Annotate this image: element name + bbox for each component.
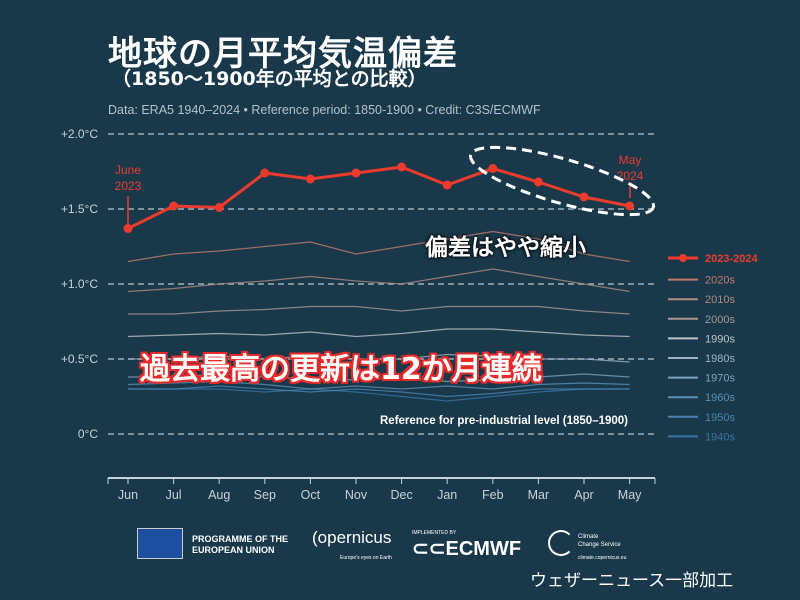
legend-label: 1940s bbox=[705, 431, 735, 443]
data-point-Dec bbox=[397, 162, 407, 172]
x-tick-label: Mar bbox=[528, 488, 550, 502]
copernicus-logo: (opernicus bbox=[312, 528, 392, 547]
c3s-line-1: Climate bbox=[578, 534, 599, 540]
x-tick-label: May bbox=[618, 488, 642, 502]
data-point-Sep bbox=[260, 168, 270, 178]
series-line-2023-2024 bbox=[127, 165, 630, 230]
c3s-thermometer-icon bbox=[548, 530, 574, 556]
data-point-Nov bbox=[351, 168, 361, 178]
weathernews-credit: ウェザーニュース一部加工 bbox=[530, 571, 734, 591]
y-tick-label: +2.0°C bbox=[61, 127, 98, 141]
x-tick-label: Nov bbox=[345, 488, 368, 502]
eu-line-1: PROGRAMME OF THE bbox=[192, 534, 288, 544]
ecmwf-implemented-by: IMPLEMENTED BY bbox=[412, 530, 457, 536]
x-tick-label: Jun bbox=[118, 488, 138, 502]
legend-label: 1970s bbox=[705, 373, 735, 385]
copernicus-tagline: Europe's eyes on Earth bbox=[340, 555, 392, 561]
data-point-Jul bbox=[169, 201, 179, 211]
series-line-1940s bbox=[128, 388, 630, 402]
chart-title: 地球の月平均気温偏差 bbox=[108, 34, 458, 74]
highlight-ellipse bbox=[468, 145, 656, 217]
legend-label: 1980s bbox=[705, 353, 735, 365]
legend-label: 1990s bbox=[705, 333, 735, 345]
annotation-shrink: 偏差はやや縮小 bbox=[425, 235, 586, 261]
x-tick-label: Feb bbox=[482, 488, 504, 502]
end-label-month: May bbox=[619, 153, 642, 167]
legend-label: 1950s bbox=[705, 412, 735, 424]
legend-label: 2023-2024 bbox=[705, 253, 758, 265]
data-point-Apr bbox=[579, 192, 589, 202]
y-tick-label: +1.0°C bbox=[61, 277, 98, 291]
y-tick-label: 0°C bbox=[78, 427, 98, 441]
x-tick-label: Sep bbox=[254, 488, 276, 502]
x-tick-label: Dec bbox=[390, 488, 412, 502]
series-line-1970s bbox=[128, 373, 630, 383]
chart-subtitle: （1850〜1900年の平均との比較） bbox=[112, 68, 427, 90]
series-line-1950s bbox=[128, 385, 630, 398]
x-tick-label: Jan bbox=[437, 488, 457, 502]
copernicus-text: opernicus bbox=[317, 528, 392, 547]
series-line-1980s bbox=[128, 353, 630, 363]
data-point-May bbox=[625, 201, 635, 211]
reference-label: Reference for pre-industrial level (1850… bbox=[380, 415, 629, 427]
eu-flag-logo bbox=[137, 528, 183, 559]
series-line-2000s bbox=[128, 305, 630, 315]
annotation-record: 過去最高の更新は12か月連続 bbox=[140, 352, 542, 387]
series-line-2010s bbox=[127, 268, 630, 293]
start-label-year: 2023 bbox=[115, 179, 142, 193]
series-line-1960s bbox=[127, 380, 630, 390]
legend-label: 2000s bbox=[705, 314, 735, 326]
start-label-month: June bbox=[115, 163, 141, 177]
series-line-2020s bbox=[127, 230, 630, 263]
series-line-1990s bbox=[127, 328, 630, 338]
data-point-Aug bbox=[214, 203, 224, 212]
data-point-Feb bbox=[488, 164, 498, 173]
eu-line-2: EUROPEAN UNION bbox=[192, 545, 275, 555]
ecmwf-text: ECMWF bbox=[445, 538, 522, 560]
c3s-url: climate.copernicus.eu bbox=[578, 555, 627, 561]
y-tick-label: +1.5°C bbox=[61, 202, 98, 216]
ecmwf-logo: ⊂⊂ECMWF bbox=[412, 538, 522, 560]
y-tick-label: +0.5°C bbox=[61, 352, 98, 366]
eu-programme-text: PROGRAMME OF THE EUROPEAN UNION bbox=[192, 534, 288, 556]
legend-marker bbox=[679, 254, 687, 262]
x-tick-label: Jul bbox=[166, 488, 182, 502]
legend-label: 2010s bbox=[705, 294, 735, 306]
data-point-Oct bbox=[305, 174, 315, 184]
data-point-Jan bbox=[442, 180, 452, 190]
c3s-logo-text: Climate Change Service bbox=[578, 533, 621, 549]
legend-label: 2020s bbox=[705, 275, 735, 287]
legend-label: 1960s bbox=[705, 392, 735, 404]
x-tick-label: Aug bbox=[208, 488, 230, 502]
c3s-line-2: Change Service bbox=[578, 542, 621, 548]
data-point-Jun bbox=[123, 224, 133, 233]
source-note: Data: ERA5 1940–2024 • Reference period:… bbox=[108, 103, 541, 117]
x-tick-label: Apr bbox=[574, 488, 593, 502]
x-tick-label: Oct bbox=[301, 488, 321, 502]
data-point-Mar bbox=[533, 177, 543, 187]
